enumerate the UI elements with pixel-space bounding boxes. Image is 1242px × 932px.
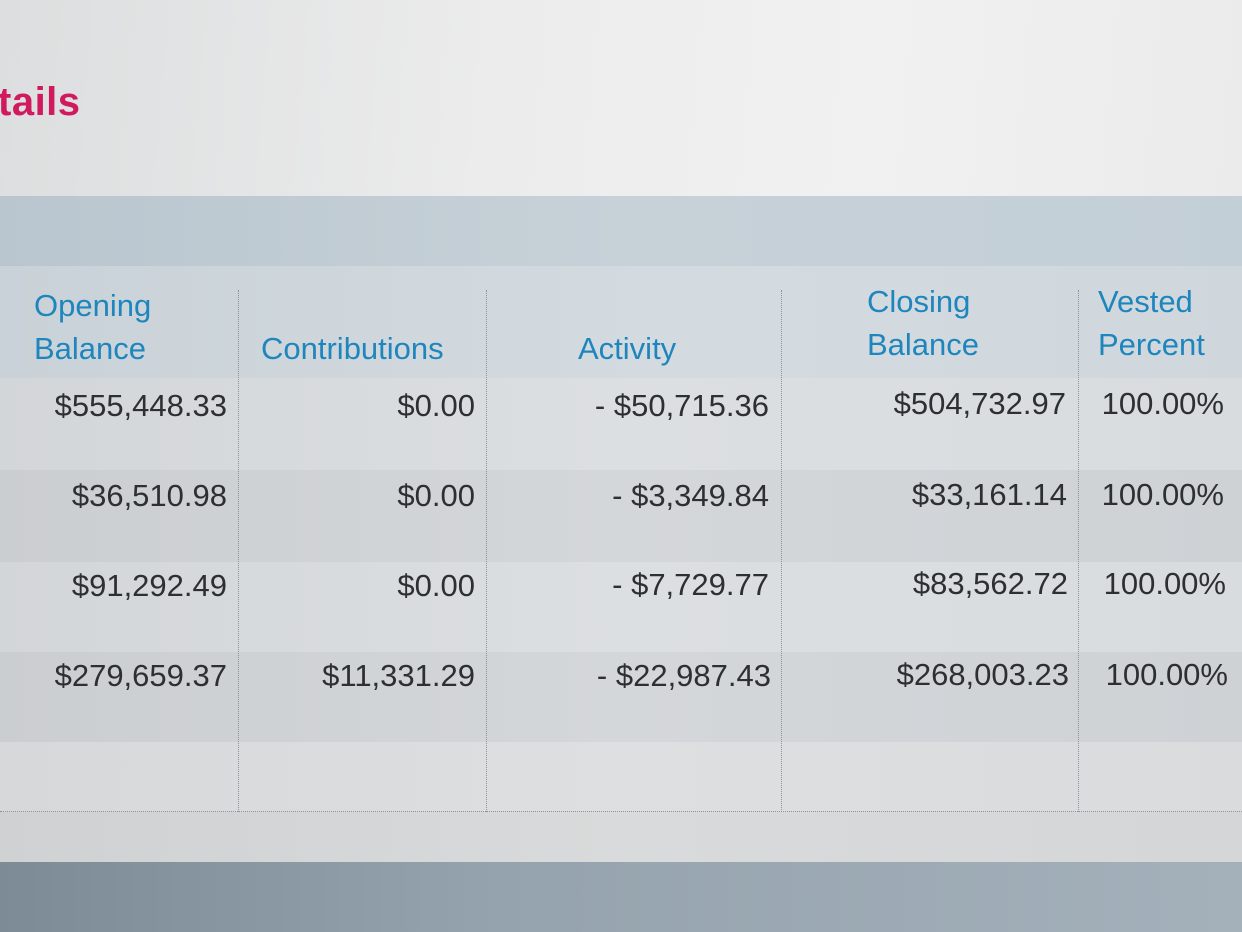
table-empty-footer (0, 742, 1242, 812)
table-row: $91,292.49 $0.00 - $7,729.77 $83,562.72 … (0, 562, 1242, 654)
cell-contributions: $11,331.29 (322, 658, 475, 693)
table-row: $279,659.37 $11,331.29 - $22,987.43 $268… (0, 652, 1242, 744)
header-activity: Activity (578, 331, 677, 366)
table-top-band (0, 196, 1242, 266)
cell-activity: - $3,349.84 (612, 478, 769, 513)
section-title: tails (0, 80, 81, 124)
cell-opening-balance: $91,292.49 (71, 568, 227, 603)
cell-vested-percent: 100.00% (1101, 386, 1224, 421)
cell-closing-balance: $33,161.14 (911, 477, 1067, 512)
cell-activity: - $7,729.77 (612, 567, 769, 602)
cell-opening-balance: $279,659.37 (54, 658, 227, 693)
table-row: $36,510.98 $0.00 - $3,349.84 $33,161.14 … (0, 470, 1242, 562)
header-closing-balance: Closing Balance (867, 284, 980, 362)
cell-contributions: $0.00 (397, 388, 475, 423)
table-bottom-rule (0, 811, 1242, 812)
header-opening-balance: Opening Balance (34, 288, 152, 366)
cell-closing-balance: $268,003.23 (896, 657, 1069, 692)
header-vested-percent: Vested Percent (1098, 284, 1205, 362)
column-divider (1078, 290, 1079, 812)
cell-opening-balance: $36,510.98 (71, 478, 227, 513)
cell-contributions: $0.00 (397, 478, 475, 513)
cell-vested-percent: 100.00% (1103, 566, 1226, 601)
page-background-top (0, 0, 1242, 200)
cell-opening-balance: $555,448.33 (54, 388, 227, 423)
page-gap (0, 812, 1242, 862)
column-divider (781, 290, 782, 812)
cell-closing-balance: $504,732.97 (893, 386, 1066, 421)
column-divider (486, 290, 487, 812)
cell-contributions: $0.00 (397, 568, 475, 603)
cell-vested-percent: 100.00% (1105, 657, 1228, 692)
header-contributions: Contributions (261, 331, 444, 366)
column-divider (238, 290, 239, 812)
table-row: $555,448.33 $0.00 - $50,715.36 $504,732.… (0, 378, 1242, 470)
table-header-row (0, 266, 1242, 378)
cell-closing-balance: $83,562.72 (912, 566, 1068, 601)
next-section-band (0, 862, 1242, 932)
cell-activity: - $50,715.36 (594, 388, 769, 423)
cell-activity: - $22,987.43 (596, 658, 771, 693)
cell-vested-percent: 100.00% (1101, 477, 1224, 512)
